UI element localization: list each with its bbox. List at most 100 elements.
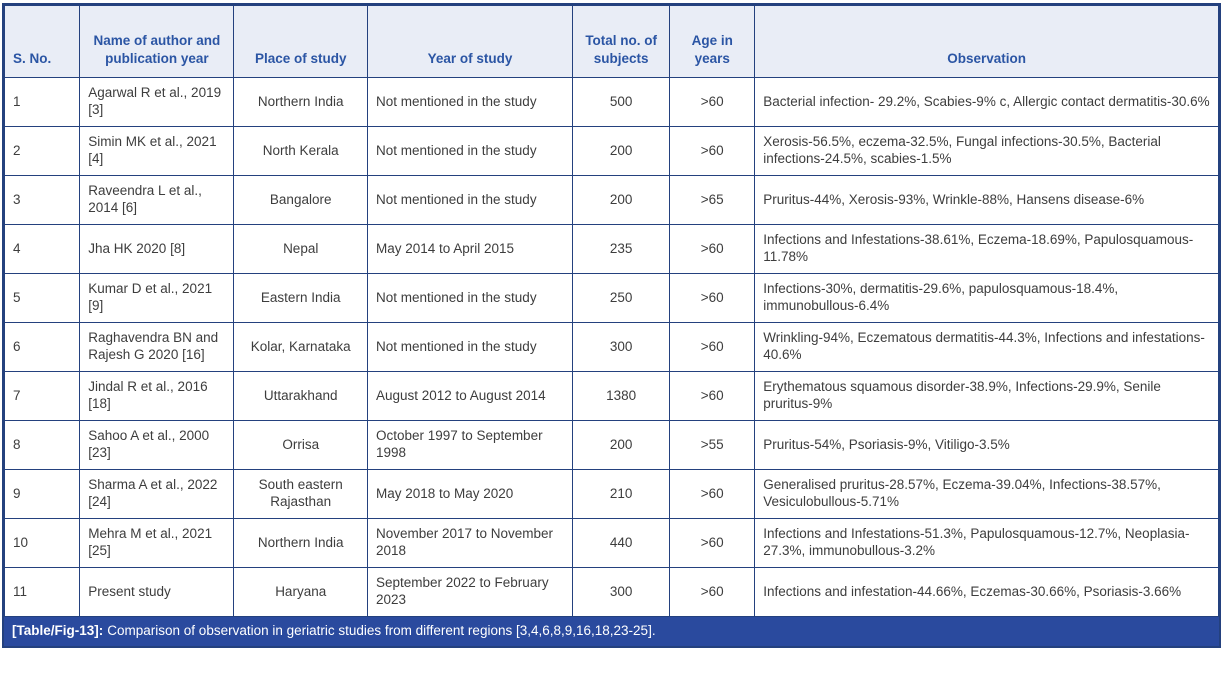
cell-author: Jindal R et al., 2016 [18] <box>79 371 235 421</box>
cell-author: Jha HK 2020 [8] <box>79 224 235 274</box>
cell-place: Bangalore <box>233 175 368 225</box>
cell-subjects: 210 <box>572 469 671 519</box>
table-figure: S. No. Name of author and publication ye… <box>2 3 1221 648</box>
cell-observation: Infections and infestation-44.66%, Eczem… <box>754 567 1219 617</box>
cell-subjects: 200 <box>572 175 671 225</box>
header-row: S. No. Name of author and publication ye… <box>3 5 1219 78</box>
cell-age: >60 <box>669 371 756 421</box>
cell-subjects: 1380 <box>572 371 671 421</box>
cell-author: Present study <box>79 567 235 617</box>
cell-author: Mehra M et al., 2021 [25] <box>79 518 235 568</box>
cell-place: Haryana <box>233 567 368 617</box>
cell-age: >60 <box>669 273 756 323</box>
cell-author: Sharma A et al., 2022 [24] <box>79 469 235 519</box>
cell-place: Northern India <box>233 518 368 568</box>
cell-observation: Pruritus-44%, Xerosis-93%, Wrinkle-88%, … <box>754 175 1219 225</box>
cell-year: Not mentioned in the study <box>366 175 574 225</box>
cell-sno: 2 <box>3 126 81 176</box>
table-row: 4 Jha HK 2020 [8] Nepal May 2014 to Apri… <box>3 224 1219 274</box>
table-row: 8 Sahoo A et al., 2000 [23] Orrisa Octob… <box>3 420 1219 470</box>
cell-place: Orrisa <box>233 420 368 470</box>
table-row: 10 Mehra M et al., 2021 [25] Northern In… <box>3 518 1219 568</box>
table-row: 6 Raghavendra BN and Rajesh G 2020 [16] … <box>3 322 1219 372</box>
cell-age: >65 <box>669 175 756 225</box>
cell-age: >60 <box>669 567 756 617</box>
cell-sno: 7 <box>3 371 81 421</box>
cell-year: Not mentioned in the study <box>366 126 574 176</box>
cell-sno: 11 <box>3 567 81 617</box>
cell-place: North Kerala <box>233 126 368 176</box>
column-header-year: Year of study <box>366 5 574 78</box>
cell-author: Sahoo A et al., 2000 [23] <box>79 420 235 470</box>
cell-sno: 10 <box>3 518 81 568</box>
cell-age: >55 <box>669 420 756 470</box>
cell-subjects: 200 <box>572 420 671 470</box>
column-header-author: Name of author and publication year <box>79 5 235 78</box>
cell-observation: Bacterial infection- 29.2%, Scabies-9% c… <box>754 77 1219 127</box>
cell-place: Kolar, Karnataka <box>233 322 368 372</box>
cell-place: Northern India <box>233 77 368 127</box>
table-caption: [Table/Fig-13]: Comparison of observation… <box>4 617 1219 646</box>
caption-label: [Table/Fig-13]: <box>12 623 104 638</box>
cell-subjects: 500 <box>572 77 671 127</box>
cell-age: >60 <box>669 469 756 519</box>
cell-year: Not mentioned in the study <box>366 322 574 372</box>
cell-author: Agarwal R et al., 2019 [3] <box>79 77 235 127</box>
cell-sno: 4 <box>3 224 81 274</box>
cell-observation: Infections and Infestations-38.61%, Ecze… <box>754 224 1219 274</box>
cell-sno: 1 <box>3 77 81 127</box>
column-header-subjects: Total no. of subjects <box>572 5 671 78</box>
comparison-table: S. No. Name of author and publication ye… <box>3 5 1219 617</box>
column-header-observation: Observation <box>754 5 1219 78</box>
cell-year: Not mentioned in the study <box>366 77 574 127</box>
cell-place: Nepal <box>233 224 368 274</box>
cell-age: >60 <box>669 518 756 568</box>
table-row: 7 Jindal R et al., 2016 [18] Uttarakhand… <box>3 371 1219 421</box>
cell-observation: Xerosis-56.5%, eczema-32.5%, Fungal infe… <box>754 126 1219 176</box>
table-row: 2 Simin MK et al., 2021 [4] North Kerala… <box>3 126 1219 176</box>
cell-year: November 2017 to November 2018 <box>366 518 574 568</box>
table-header: S. No. Name of author and publication ye… <box>3 5 1219 78</box>
table-row: 9 Sharma A et al., 2022 [24] South easte… <box>3 469 1219 519</box>
cell-observation: Wrinkling-94%, Eczematous dermatitis-44.… <box>754 322 1219 372</box>
cell-place: Eastern India <box>233 273 368 323</box>
table-row: 3 Raveendra L et al., 2014 [6] Bangalore… <box>3 175 1219 225</box>
cell-place: South eastern Rajasthan <box>233 469 368 519</box>
cell-year: October 1997 to September 1998 <box>366 420 574 470</box>
cell-author: Kumar D et al., 2021 [9] <box>79 273 235 323</box>
table-row: 11 Present study Haryana September 2022 … <box>3 567 1219 617</box>
cell-subjects: 250 <box>572 273 671 323</box>
cell-year: September 2022 to February 2023 <box>366 567 574 617</box>
cell-observation: Pruritus-54%, Psoriasis-9%, Vitiligo-3.5… <box>754 420 1219 470</box>
cell-year: May 2014 to April 2015 <box>366 224 574 274</box>
table-row: 5 Kumar D et al., 2021 [9] Eastern India… <box>3 273 1219 323</box>
cell-sno: 9 <box>3 469 81 519</box>
column-header-sno: S. No. <box>3 5 81 78</box>
cell-subjects: 300 <box>572 322 671 372</box>
column-header-age: Age in years <box>669 5 756 78</box>
cell-sno: 6 <box>3 322 81 372</box>
cell-year: Not mentioned in the study <box>366 273 574 323</box>
cell-year: August 2012 to August 2014 <box>366 371 574 421</box>
cell-year: May 2018 to May 2020 <box>366 469 574 519</box>
cell-age: >60 <box>669 77 756 127</box>
cell-subjects: 235 <box>572 224 671 274</box>
table-body: 1 Agarwal R et al., 2019 [3] Northern In… <box>3 77 1219 617</box>
cell-subjects: 300 <box>572 567 671 617</box>
column-header-place: Place of study <box>233 5 368 78</box>
cell-sno: 3 <box>3 175 81 225</box>
cell-author: Raghavendra BN and Rajesh G 2020 [16] <box>79 322 235 372</box>
cell-age: >60 <box>669 224 756 274</box>
cell-author: Simin MK et al., 2021 [4] <box>79 126 235 176</box>
cell-subjects: 200 <box>572 126 671 176</box>
cell-observation: Generalised pruritus-28.57%, Eczema-39.0… <box>754 469 1219 519</box>
cell-observation: Erythematous squamous disorder-38.9%, In… <box>754 371 1219 421</box>
cell-age: >60 <box>669 126 756 176</box>
cell-observation: Infections-30%, dermatitis-29.6%, papulo… <box>754 273 1219 323</box>
caption-text: Comparison of observation in geriatric s… <box>107 623 656 638</box>
table-row: 1 Agarwal R et al., 2019 [3] Northern In… <box>3 77 1219 127</box>
cell-sno: 5 <box>3 273 81 323</box>
cell-author: Raveendra L et al., 2014 [6] <box>79 175 235 225</box>
cell-subjects: 440 <box>572 518 671 568</box>
cell-place: Uttarakhand <box>233 371 368 421</box>
